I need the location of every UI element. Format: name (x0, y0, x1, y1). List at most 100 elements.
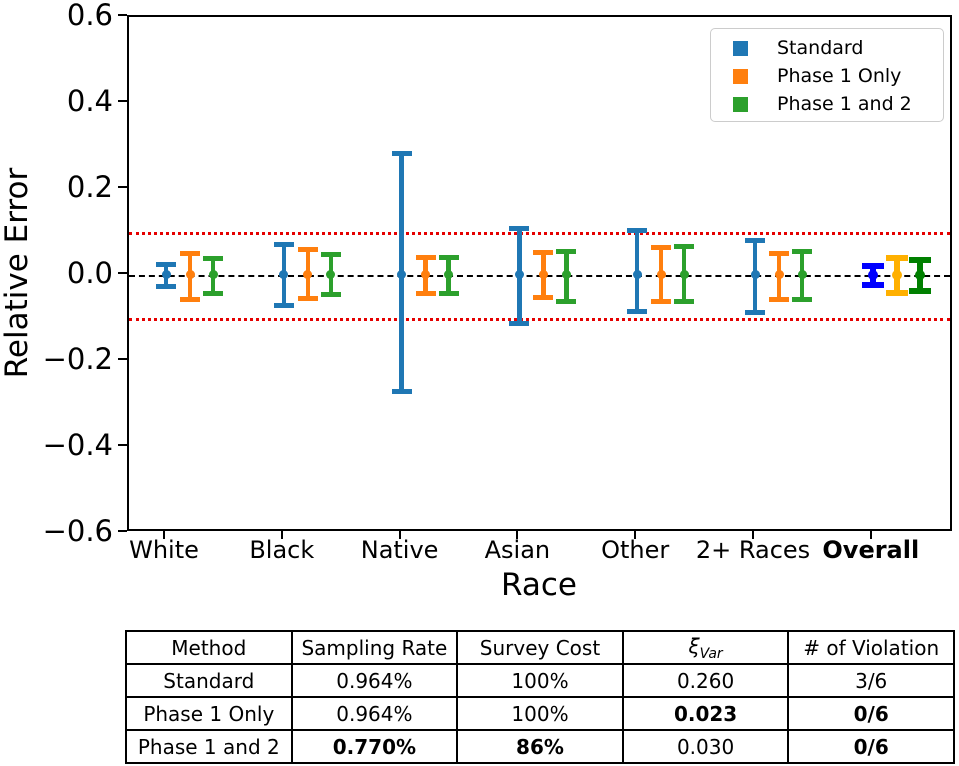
error-bar-phase-1-and-2-other (674, 244, 695, 304)
table-cell: 0.023 (621, 696, 790, 731)
table-row: Standard 0.964% 100% 0.260 3/6 (125, 663, 955, 698)
table-cell: Phase 1 and 2 (125, 729, 293, 764)
dot (891, 269, 902, 280)
table-header-cell: ξVar (621, 630, 790, 665)
legend-label: Phase 1 and 2 (777, 93, 912, 115)
legend-marker-icon (733, 68, 748, 84)
dot (679, 270, 689, 280)
dot (514, 270, 524, 280)
y-tick-label: 0.4 (66, 84, 113, 118)
x-tick-label-overall: Overall (822, 536, 920, 564)
tolerance-line (129, 232, 950, 235)
x-tick-label-asian: Asian (484, 536, 551, 564)
x-tick-mark (280, 531, 283, 539)
legend: Standard Phase 1 Only Phase 1 and 2 (710, 28, 944, 122)
table-cell: 100% (456, 696, 624, 731)
error-bar-phase-1-and-2-2-races (792, 249, 812, 303)
y-tick-mark (118, 14, 127, 16)
table-row: Phase 1 Only 0.964% 100% 0.023 0/6 (125, 696, 955, 731)
dot (303, 270, 313, 280)
y-tick-label: −0.6 (42, 514, 113, 548)
tolerance-line (129, 318, 950, 321)
x-tick-mark (516, 531, 519, 539)
table-row: Phase 1 and 2 0.770% 86% 0.030 0/6 (125, 729, 955, 764)
table-cell: 0.260 (621, 663, 790, 698)
table-cell: 0/6 (787, 696, 955, 731)
y-tick-label: −0.4 (42, 428, 113, 462)
x-tick-label-native: Native (360, 536, 439, 564)
x-axis-label: Race (501, 567, 577, 603)
x-tick-mark (752, 531, 754, 539)
error-bar-standard-asian (509, 226, 530, 327)
x-tick-label-other: Other (601, 536, 670, 564)
y-tick-mark (118, 272, 127, 274)
y-tick-label: 0.0 (66, 256, 113, 290)
dot (444, 270, 454, 280)
dot (774, 270, 784, 280)
table-cell: 0.964% (290, 663, 459, 698)
y-tick-mark (118, 444, 127, 446)
error-bar-phase-1-and-2-white (203, 255, 223, 296)
error-bar-phase-1-only-other (651, 244, 672, 304)
dot (185, 270, 195, 280)
dot (326, 270, 336, 280)
legend-item-phase-1-only: Phase 1 Only (711, 62, 943, 90)
legend-item-standard: Standard (711, 34, 943, 62)
table-cell: Phase 1 Only (125, 696, 293, 731)
error-bar-phase-1-only-native (415, 254, 436, 297)
legend-item-phase-1-and-2: Phase 1 and 2 (711, 90, 943, 118)
error-bar-standard-overall (861, 262, 884, 288)
table-cell: 0.770% (290, 729, 459, 764)
table-cell: 3/6 (787, 663, 955, 698)
table-header-cell: Sampling Rate (290, 630, 459, 665)
dot (914, 269, 925, 280)
table-header-row: Method Sampling Rate Survey Cost ξVar # of V… (125, 630, 955, 665)
x-tick-mark (634, 531, 637, 539)
error-bar-standard-white (156, 262, 176, 290)
table-cell: 0.030 (621, 729, 790, 764)
error-bar-phase-1-only-white (180, 251, 200, 303)
table-header-cell: Survey Cost (456, 630, 624, 665)
error-bar-phase-1-only-asian (533, 250, 554, 300)
dot (656, 270, 666, 280)
table-header-cell: # of Violation (787, 630, 955, 665)
y-tick-label: 0.6 (66, 0, 113, 32)
x-tick-mark (869, 531, 872, 539)
y-tick-label: 0.2 (66, 170, 113, 204)
dot (538, 270, 548, 280)
dot (208, 270, 218, 280)
error-bar-phase-1-and-2-black (320, 251, 341, 298)
table-cell: 100% (456, 663, 624, 698)
x-tick-label-2-races: 2+ Races (695, 536, 811, 564)
legend-label: Standard (777, 37, 864, 59)
error-bar-phase-1-and-2-asian (556, 249, 577, 304)
dot (279, 270, 289, 280)
dot (561, 270, 571, 280)
dot (421, 270, 431, 280)
dot (750, 270, 760, 280)
table-cell: Standard (125, 663, 293, 698)
error-bar-standard-other (627, 228, 648, 314)
y-tick-mark (118, 186, 127, 188)
legend-label: Phase 1 Only (777, 65, 902, 87)
error-bar-phase-1-and-2-native (438, 254, 459, 297)
table-header-cell: Method (125, 630, 293, 665)
y-tick-mark (118, 100, 127, 102)
dot (632, 270, 642, 280)
table-cell: 0.964% (290, 696, 459, 731)
dot (867, 269, 878, 280)
table-cell: 0/6 (787, 729, 955, 764)
x-tick-label-black: Black (249, 536, 315, 564)
dot (161, 270, 171, 280)
x-tick-label-white: White (129, 536, 199, 564)
table-cell: 86% (456, 729, 624, 764)
error-bar-phase-1-only-black (297, 247, 318, 302)
legend-marker-icon (733, 40, 748, 56)
y-tick-label: −0.2 (42, 342, 113, 376)
error-bar-phase-1-only-2-races (769, 251, 789, 302)
error-bar-standard-native (391, 150, 412, 395)
x-tick-mark (398, 531, 401, 539)
dot (797, 270, 807, 280)
dot (397, 270, 407, 280)
